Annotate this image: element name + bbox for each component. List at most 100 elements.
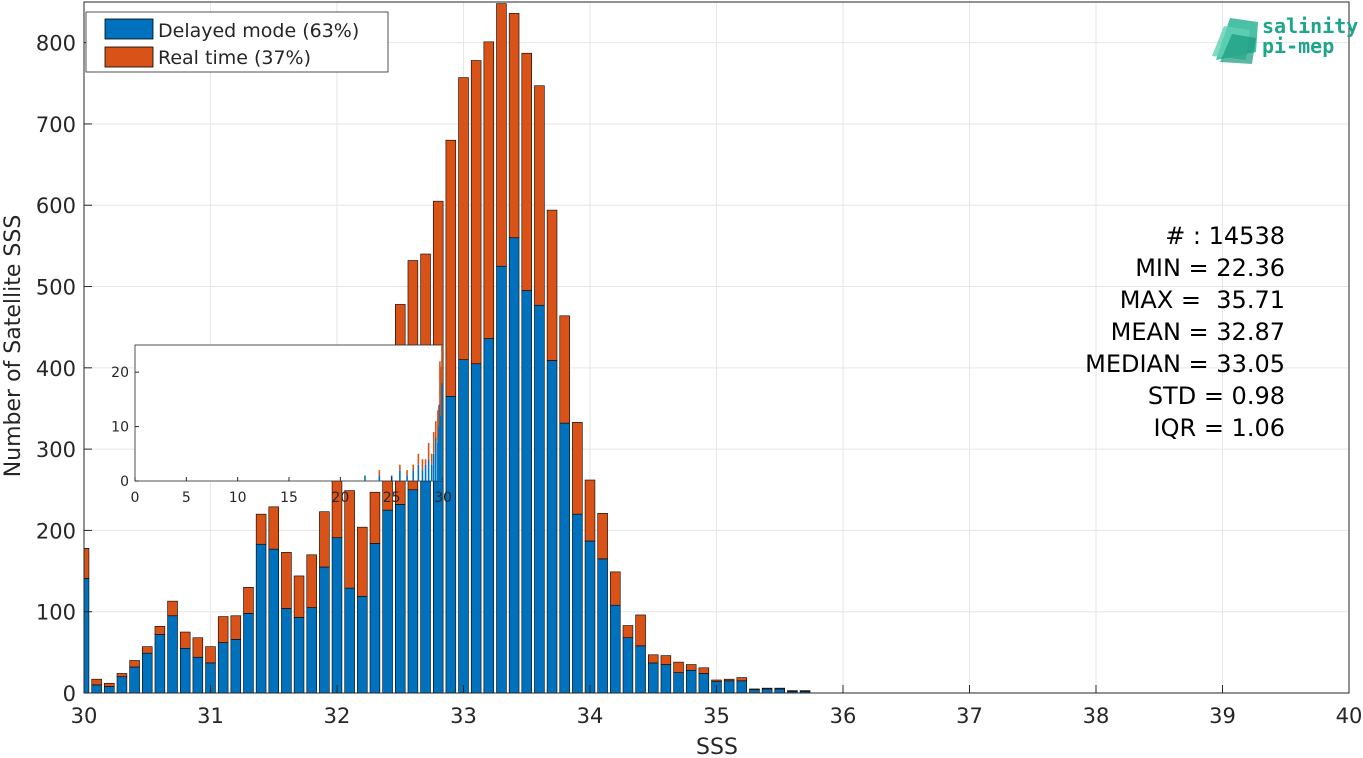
inset-y-tick-label: 20 xyxy=(111,365,129,381)
salinity-pi-mep-logo: salinity pi-mep xyxy=(1212,14,1358,64)
y-ticks: 0 100 200 300 400 500 600 700 800 xyxy=(36,32,92,706)
bar-real-time xyxy=(281,552,292,609)
bar-real-time xyxy=(635,614,646,647)
bar-delayed-mode xyxy=(546,360,558,694)
bar-real-time xyxy=(546,209,558,361)
inset-bar-real-time xyxy=(437,410,439,443)
wave-logo-icon xyxy=(1212,18,1258,64)
x-tick-label: 37 xyxy=(956,704,983,728)
y-tick-label: 700 xyxy=(36,113,76,137)
inset-bar-real-time xyxy=(412,464,415,471)
bar-delayed-mode xyxy=(470,363,482,694)
bar-delayed-mode xyxy=(192,656,204,694)
inset-bar-delayed-mode xyxy=(441,383,443,481)
bar-delayed-mode xyxy=(774,688,785,694)
inset-x-tick-label: 20 xyxy=(331,490,349,506)
bar-delayed-mode xyxy=(685,669,697,694)
bar-real-time xyxy=(736,677,748,682)
inset-bar-real-time xyxy=(406,470,408,476)
bar-real-time xyxy=(129,660,140,668)
bar-real-time xyxy=(508,13,520,239)
bar-real-time xyxy=(243,587,254,614)
bar-delayed-mode xyxy=(344,587,355,694)
x-tick-label: 30 xyxy=(71,704,98,728)
inset-bar-delayed-mode xyxy=(440,415,442,481)
bar-delayed-mode xyxy=(255,543,267,694)
inset-bar-delayed-mode xyxy=(364,475,366,481)
bar-delayed-mode xyxy=(496,265,507,694)
x-tick-label: 40 xyxy=(1336,704,1363,728)
x-tick-label: 34 xyxy=(577,704,604,728)
x-tick-label: 33 xyxy=(450,704,477,728)
stats-min: MIN = 22.36 xyxy=(1135,254,1285,282)
legend-swatch-realtime xyxy=(104,46,154,68)
inset-plot-area xyxy=(134,344,444,482)
stats-count: # : 14538 xyxy=(1165,222,1285,250)
inset-bar-delayed-mode xyxy=(424,464,427,481)
bar-real-time xyxy=(698,667,710,674)
logo-text-salinity: salinity xyxy=(1262,14,1358,38)
bar-delayed-mode xyxy=(154,634,166,694)
bar-delayed-mode xyxy=(306,607,317,694)
inset-bar-real-time xyxy=(435,421,437,438)
bar-delayed-mode xyxy=(293,617,305,694)
bar-real-time xyxy=(470,60,482,365)
bar-delayed-mode xyxy=(91,684,102,694)
inset-x-tick-label: 10 xyxy=(229,490,247,506)
inset-x-tick-label: 15 xyxy=(280,490,298,506)
inset-bar-real-time xyxy=(438,404,440,427)
y-tick-label: 300 xyxy=(36,438,76,462)
x-tick-label: 35 xyxy=(703,704,730,728)
bar-real-time xyxy=(787,690,798,692)
bar-real-time xyxy=(167,600,178,617)
bar-real-time xyxy=(268,506,279,550)
x-tick-label: 39 xyxy=(1209,704,1236,728)
bar-delayed-mode xyxy=(648,662,659,694)
inset-bars xyxy=(364,345,443,481)
inset-bar-real-time xyxy=(440,366,442,416)
bar-delayed-mode xyxy=(698,673,710,694)
bar-real-time xyxy=(306,554,317,608)
legend-swatch-delayed xyxy=(104,18,154,40)
bar-delayed-mode xyxy=(559,422,570,694)
bar-real-time xyxy=(648,654,659,664)
y-tick-label: 600 xyxy=(36,194,76,218)
bar-real-time xyxy=(610,571,621,606)
bar-real-time xyxy=(660,655,672,665)
y-tick-label: 0 xyxy=(63,682,76,706)
bar-real-time xyxy=(458,77,469,360)
inset-bar-real-time xyxy=(439,361,441,405)
inset-bar-real-time xyxy=(432,432,435,454)
bar-delayed-mode xyxy=(104,686,115,694)
bar-real-time xyxy=(521,52,532,291)
y-tick-label: 800 xyxy=(36,32,76,56)
x-ticks: 30 31 32 33 34 35 36 37 38 39 40 xyxy=(71,685,1363,728)
bar-delayed-mode xyxy=(723,680,735,694)
bar-real-time xyxy=(154,626,166,635)
bar-delayed-mode xyxy=(534,304,545,694)
inset-bar-delayed-mode xyxy=(406,475,408,481)
bar-delayed-mode xyxy=(407,489,419,694)
stats-annotation: # : 14538 MIN = 22.36 MAX = 35.71 MEAN =… xyxy=(1085,222,1285,442)
inset-bar-real-time xyxy=(378,470,381,476)
bar-real-time xyxy=(104,682,115,687)
bar-real-time xyxy=(685,664,697,671)
bar-delayed-mode xyxy=(357,595,368,694)
inset-x-tick-label: 25 xyxy=(383,490,401,506)
inset-y-ticks: 0 10 20 xyxy=(111,365,139,490)
bar-real-time xyxy=(255,513,267,545)
inset-bar-real-time xyxy=(421,459,424,471)
x-tick-label: 31 xyxy=(197,704,224,728)
bar-delayed-mode xyxy=(395,504,406,694)
inset-plot: 0 5 10 15 20 25 30 0 10 20 xyxy=(111,344,452,506)
inset-bar-real-time xyxy=(427,442,430,460)
bar-real-time xyxy=(179,631,191,649)
bar-real-time xyxy=(192,637,204,658)
bar-real-time xyxy=(559,315,570,424)
bar-delayed-mode xyxy=(319,566,330,694)
bar-real-time xyxy=(483,41,495,339)
bar-real-time xyxy=(344,490,355,589)
bar-real-time xyxy=(142,646,153,654)
bar-real-time xyxy=(369,491,381,544)
